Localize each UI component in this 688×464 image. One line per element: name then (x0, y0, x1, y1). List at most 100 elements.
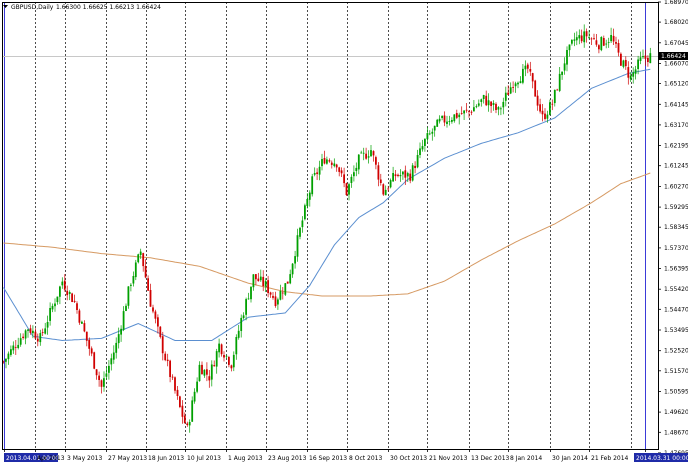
candle[interactable] (5, 358, 7, 369)
candle[interactable] (10, 345, 12, 357)
candle[interactable] (480, 98, 483, 107)
candle[interactable] (321, 153, 323, 171)
candle[interactable] (66, 285, 69, 301)
candle[interactable] (500, 106, 502, 116)
candle[interactable] (73, 294, 76, 303)
candle[interactable] (117, 327, 120, 349)
price-axis[interactable]: 1.68970 1.68020 1.67045 1.66070 1.65120 1.641… (658, 0, 688, 457)
candle[interactable] (176, 386, 179, 400)
candle[interactable] (490, 101, 492, 113)
candle[interactable] (470, 110, 473, 116)
candle[interactable] (299, 226, 301, 240)
candle[interactable] (514, 81, 517, 93)
candle[interactable] (220, 343, 223, 357)
candle[interactable] (642, 49, 644, 60)
candle[interactable] (7, 351, 10, 365)
candle[interactable] (125, 303, 127, 312)
candle[interactable] (399, 169, 402, 182)
candle[interactable] (179, 395, 181, 409)
candle[interactable] (166, 353, 169, 367)
candle[interactable] (83, 320, 86, 333)
candle[interactable] (546, 110, 549, 123)
candle[interactable] (100, 379, 103, 394)
candle[interactable] (345, 182, 348, 196)
candle[interactable] (485, 90, 488, 107)
candle[interactable] (230, 364, 233, 372)
candle[interactable] (426, 127, 429, 143)
candle[interactable] (509, 82, 512, 95)
candle[interactable] (183, 412, 186, 424)
candle[interactable] (475, 104, 478, 109)
candle[interactable] (267, 275, 269, 298)
candle[interactable] (556, 88, 559, 91)
candle[interactable] (504, 86, 507, 107)
candle[interactable] (88, 337, 91, 356)
candle[interactable] (495, 102, 497, 114)
candle[interactable] (259, 269, 262, 282)
candle[interactable] (281, 287, 284, 300)
candle[interactable] (563, 57, 566, 75)
candle[interactable] (384, 185, 387, 196)
candle[interactable] (22, 333, 24, 340)
candle[interactable] (240, 314, 243, 338)
candle[interactable] (627, 61, 630, 85)
candle[interactable] (223, 351, 225, 362)
candle[interactable] (451, 117, 453, 124)
candle[interactable] (32, 325, 34, 339)
candle[interactable] (154, 309, 157, 324)
candle[interactable] (237, 325, 240, 340)
candle[interactable] (443, 111, 446, 127)
candle[interactable] (127, 286, 130, 309)
candle[interactable] (517, 81, 519, 89)
candle[interactable] (242, 312, 245, 320)
candle[interactable] (438, 115, 441, 124)
candle[interactable] (634, 65, 637, 80)
candle[interactable] (458, 112, 461, 125)
candle[interactable] (463, 110, 465, 120)
candle[interactable] (639, 51, 642, 65)
candle[interactable] (372, 150, 375, 162)
candle[interactable] (411, 163, 414, 182)
candle[interactable] (561, 71, 563, 80)
candle[interactable] (522, 64, 524, 85)
candle[interactable] (353, 165, 355, 182)
candle[interactable] (531, 72, 534, 89)
candle[interactable] (41, 328, 44, 336)
candle[interactable] (27, 328, 29, 338)
candle[interactable] (149, 283, 152, 307)
candle[interactable] (585, 28, 588, 43)
candle[interactable] (95, 369, 98, 380)
candle[interactable] (497, 106, 500, 116)
candle[interactable] (441, 115, 443, 121)
candle[interactable] (245, 297, 247, 321)
candle[interactable] (647, 55, 649, 67)
candle[interactable] (250, 286, 252, 303)
candle[interactable] (617, 39, 620, 57)
candle[interactable] (132, 271, 135, 287)
candle[interactable] (252, 274, 255, 291)
candle[interactable] (593, 33, 595, 40)
candle[interactable] (379, 173, 382, 186)
candle[interactable] (289, 269, 292, 285)
candle[interactable] (137, 253, 140, 264)
candle[interactable] (19, 333, 22, 347)
candle[interactable] (294, 250, 296, 269)
candle[interactable] (304, 203, 306, 221)
candle[interactable] (414, 161, 416, 174)
candle[interactable] (433, 125, 436, 137)
candle[interactable] (428, 130, 431, 136)
candle[interactable] (63, 274, 66, 292)
candle[interactable] (598, 44, 600, 54)
candle[interactable] (622, 59, 625, 69)
candle[interactable] (507, 85, 510, 95)
candle[interactable] (71, 292, 73, 303)
candle[interactable] (98, 371, 100, 387)
candle[interactable] (144, 259, 147, 279)
candle[interactable] (17, 337, 20, 350)
candle[interactable] (247, 292, 250, 300)
candle[interactable] (367, 150, 370, 164)
candle[interactable] (76, 301, 78, 314)
candle[interactable] (436, 118, 439, 127)
candle[interactable] (551, 99, 554, 111)
candle[interactable] (235, 334, 238, 360)
